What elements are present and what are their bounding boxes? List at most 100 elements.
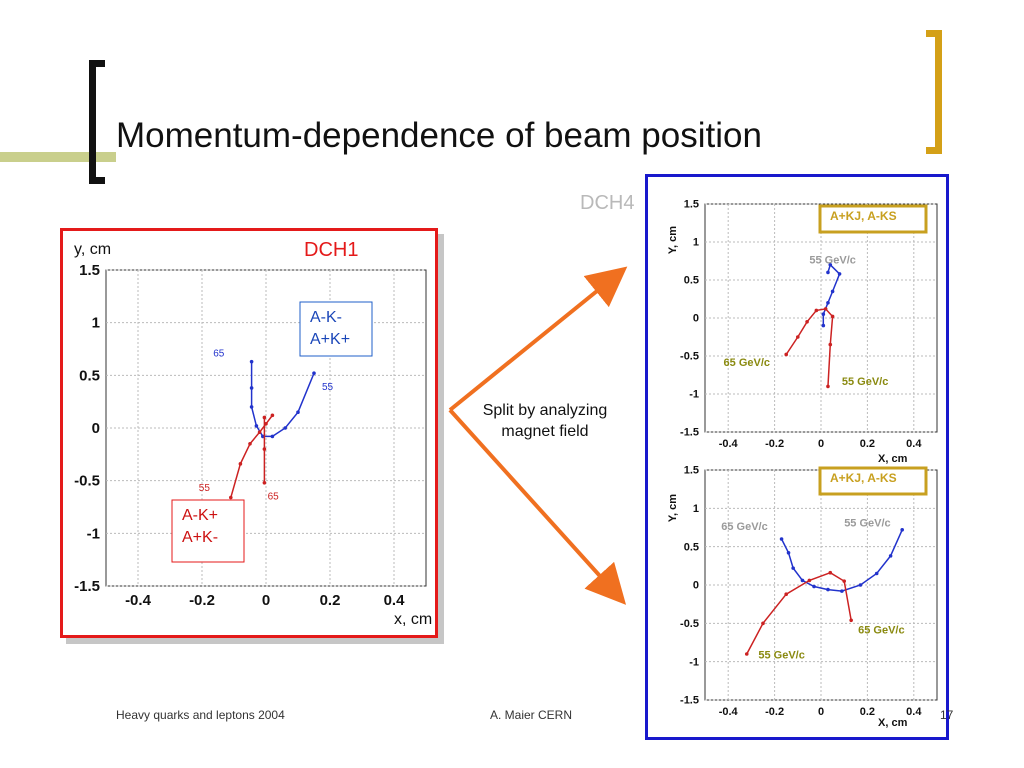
y-tick-label: 0.5 (684, 275, 699, 287)
chart-dch4-bottom: -0.4 -0.2 0 0.2 0.4 1.5 1 0.5 0 -0.5 -1 -1.5 Y, cm X,… (667, 465, 938, 729)
data-point (270, 434, 275, 439)
x-tick-label: 0.2 (860, 706, 875, 718)
data-annotation: 65 (213, 348, 225, 359)
data-point (849, 618, 853, 623)
data-point (784, 352, 788, 357)
data-point (821, 312, 826, 316)
footer-page: 17 (940, 708, 954, 722)
data-point (821, 323, 826, 328)
y-tick-label: -1 (87, 525, 100, 542)
chart-dch4-top: -0.4 -0.2 0 0.2 0.4 1.5 1 0.5 0 -0.5 -1 -1.5 Y, cm X,… (667, 199, 938, 465)
data-annotation: 55 (199, 483, 211, 494)
data-point (823, 307, 828, 311)
y-tick-label: 1.5 (684, 199, 699, 211)
x-tick-label: 0.2 (320, 592, 341, 609)
data-annotation: 65 GeV/c (858, 624, 904, 636)
data-point (786, 551, 791, 555)
data-point (249, 359, 254, 364)
data-point (248, 442, 252, 446)
x-tick-label: -0.2 (189, 592, 215, 609)
y-axis-label: Y, cm (667, 226, 679, 254)
data-point (779, 537, 784, 541)
y-tick-label: 1 (693, 503, 699, 515)
decorative-bracket-right (926, 30, 942, 154)
slide-title: Momentum-dependence of beam position (116, 116, 762, 155)
data-annotation: 55 GeV/c (809, 254, 855, 266)
data-point (784, 592, 788, 596)
split-arrows (448, 266, 628, 605)
data-point (262, 415, 267, 420)
data-point (830, 314, 835, 319)
data-annotation: 55 GeV/c (842, 376, 888, 388)
y-tick-label: -0.5 (74, 473, 100, 490)
x-tick-label: -0.2 (765, 438, 784, 450)
legend-label: A+K- (182, 529, 218, 546)
legend-label: A-K- (310, 309, 342, 326)
y-tick-label: 1 (693, 237, 699, 249)
data-point (874, 571, 879, 576)
data-point (257, 430, 262, 435)
y-tick-label: 0 (92, 420, 100, 437)
x-axis-label: X, cm (878, 453, 908, 465)
chart-title: DCH1 (304, 239, 358, 261)
data-annotation: 55 GeV/c (844, 518, 890, 530)
y-axis-label: y, cm (74, 241, 111, 258)
data-annotation: 55 (322, 382, 334, 393)
data-point (828, 570, 833, 575)
series-line (785, 308, 834, 387)
data-point (830, 289, 835, 294)
data-point (858, 583, 863, 587)
x-axis-label: X, cm (878, 717, 908, 729)
arrow-up (448, 266, 628, 412)
data-annotation: 55 GeV/c (758, 650, 804, 662)
data-annotation: 65 GeV/c (724, 357, 770, 369)
data-point (805, 320, 809, 324)
legend-box (171, 499, 245, 563)
data-point (826, 270, 830, 275)
y-tick-label: -0.5 (680, 618, 699, 630)
chart-dch1: -0.4 -0.2 0 0.2 0.4 1.5 1 0.5 0 -0.5 -1 -1.5 y, cm x,… (74, 239, 432, 628)
data-point (249, 405, 254, 409)
dch1-panel (60, 228, 438, 638)
data-annotation: 65 GeV/c (721, 521, 767, 533)
data-point (888, 554, 893, 558)
x-tick-label: 0 (262, 592, 270, 609)
legend-box (818, 204, 928, 234)
footer-left: Heavy quarks and leptons 2004 (116, 708, 285, 722)
data-point (826, 587, 830, 592)
data-point (828, 342, 833, 347)
data-point (254, 424, 259, 428)
data-point (270, 413, 275, 418)
y-tick-label: 0 (693, 580, 699, 592)
y-tick-label: -0.5 (680, 351, 699, 363)
y-tick-label: -1 (689, 656, 699, 668)
legend-label: A-K+ (182, 507, 218, 524)
x-tick-label: -0.4 (719, 706, 739, 718)
data-point (840, 589, 844, 593)
x-tick-label: 0 (818, 438, 824, 450)
split-caption: Split by analyzing magnet field (482, 402, 608, 440)
x-axis-label: x, cm (394, 611, 432, 628)
footer-center: A. Maier CERN (490, 708, 573, 722)
data-point (791, 566, 795, 570)
legend-label: A+KJ, A-KS (830, 209, 897, 223)
data-point (828, 263, 833, 267)
data-annotation: 65 (268, 492, 280, 503)
y-tick-label: 1 (92, 315, 100, 332)
data-point (814, 308, 819, 313)
data-point (761, 621, 765, 626)
x-tick-label: -0.4 (719, 438, 739, 450)
x-tick-label: -0.2 (765, 706, 784, 718)
legend-label: A+KJ, A-KS (830, 471, 897, 485)
legend-box (818, 466, 928, 496)
legend-label: A+K+ (310, 331, 350, 348)
dch4-label: DCH4 (580, 192, 635, 214)
data-point (800, 578, 805, 583)
data-point (807, 578, 812, 583)
decorative-bar (0, 152, 116, 162)
dch4-panel (645, 174, 949, 740)
y-tick-label: 1.5 (684, 465, 699, 477)
x-tick-label: 0.4 (906, 438, 922, 450)
x-tick-label: -0.4 (125, 592, 152, 609)
data-point (283, 426, 287, 430)
